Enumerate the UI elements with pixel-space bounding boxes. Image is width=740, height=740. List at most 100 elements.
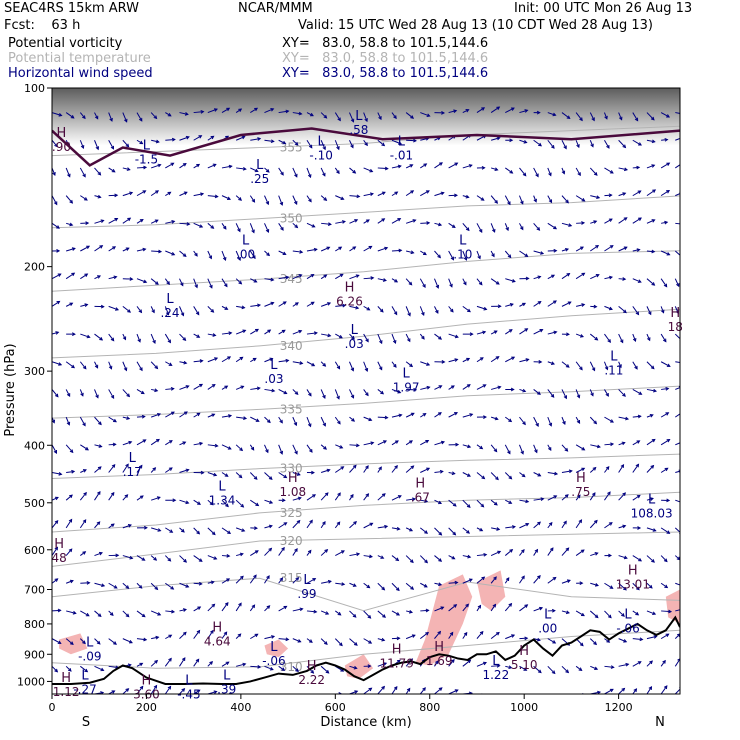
wind-vector [448,412,458,418]
y-tick-label: 400 [24,439,45,452]
wind-arrowhead [625,662,630,667]
field-wind-xy: XY= 83.0, 58.8 to 101.5,144.6 [282,66,489,81]
wind-vector [321,580,332,584]
wind-arrowhead [553,248,558,253]
wind-vector [632,333,636,342]
wind-arrowhead [511,356,516,360]
wind-vector [249,250,256,259]
wind-arrowhead [82,115,86,120]
wind-vector [377,218,385,224]
wind-vector [221,165,232,169]
wind-arrowhead [194,284,198,289]
wind-vector [675,442,680,446]
y-axis-label: Pressure (hPa) [3,343,18,436]
low-marker: L [403,367,411,382]
wind-vector [94,416,102,425]
wind-vector [249,195,255,203]
wind-arrowhead [183,411,188,415]
wind-vector [80,245,90,252]
wind-vector [533,549,538,556]
wind-arrowhead [185,584,190,588]
wind-arrowhead [126,167,131,171]
wind-arrowhead [197,501,201,505]
wind-vector [618,278,626,280]
wind-vector [434,470,443,473]
wind-vector [235,329,246,335]
wind-arrowhead [168,657,172,662]
wind-arrowhead [71,332,76,337]
wind-arrowhead [139,685,144,690]
wind-arrowhead [652,611,657,616]
wind-vector [604,466,610,473]
wind-arrowhead [311,224,316,228]
wind-arrowhead [607,614,612,619]
wind-vector [221,631,228,639]
forecast-hour: Fcst: 63 h [4,18,81,33]
wind-vector [533,607,543,612]
wind-vector [165,250,175,256]
wind-vector [363,522,373,529]
wind-vector [405,219,416,224]
wind-arrowhead [454,358,459,362]
wind-vector [122,494,128,501]
wind-vector [575,272,585,280]
wind-vector [547,693,549,694]
low-marker: L [270,358,278,373]
wind-arrowhead [183,360,188,365]
wind-vector [533,472,541,477]
wind-arrowhead [565,669,570,674]
wind-arrowhead [594,583,599,587]
wind-arrowhead [283,522,288,526]
wind-arrowhead [337,117,341,122]
wind-vector [264,575,270,584]
wind-arrowhead [225,503,229,508]
wind-arrowhead [579,117,583,122]
wind-vector [150,164,161,169]
wind-vector [363,193,374,197]
wind-arrowhead [112,442,117,447]
wind-vector [618,610,625,617]
wind-arrowhead [152,467,157,471]
wind-vector [79,112,86,119]
wind-vector [405,527,413,532]
wind-vector [660,190,670,197]
wind-arrowhead [505,227,509,232]
wind-vector [108,523,115,529]
wind-vector [193,555,203,562]
wind-vector [377,662,387,667]
wind-vector [108,276,117,280]
wind-arrowhead [508,329,513,333]
wind-arrowhead [294,548,298,552]
wind-arrowhead [185,135,190,140]
wind-vector [207,250,212,259]
wind-vector [349,444,359,447]
wind-arrowhead [412,497,417,502]
wind-arrowhead [370,441,375,446]
wind-vector [207,555,217,560]
wind-vector [193,659,200,667]
wind-vector [547,139,555,149]
wind-vector [405,333,411,342]
wind-arrowhead [396,612,401,616]
wind-vector [94,552,103,557]
wind-vector [235,136,245,141]
wind-arrowhead [550,361,555,365]
wind-arrowhead [449,283,453,288]
extremum-value: 1.97 [393,381,420,395]
wind-arrowhead [336,395,340,400]
wind-vector [462,358,470,363]
theta-contour [52,125,680,157]
wind-arrowhead [479,527,484,532]
wind-vector [278,250,286,255]
wind-arrowhead [409,559,414,564]
wind-vector [193,360,203,363]
wind-arrowhead [605,392,609,397]
wind-arrowhead [494,416,499,421]
x-tick-label: 600 [325,701,346,714]
wind-arrowhead [157,163,162,168]
wind-arrowhead [56,225,60,229]
wind-vector [490,278,500,285]
wind-arrowhead [494,200,499,204]
wind-vector [632,389,642,395]
wind-arrowhead [265,229,270,234]
